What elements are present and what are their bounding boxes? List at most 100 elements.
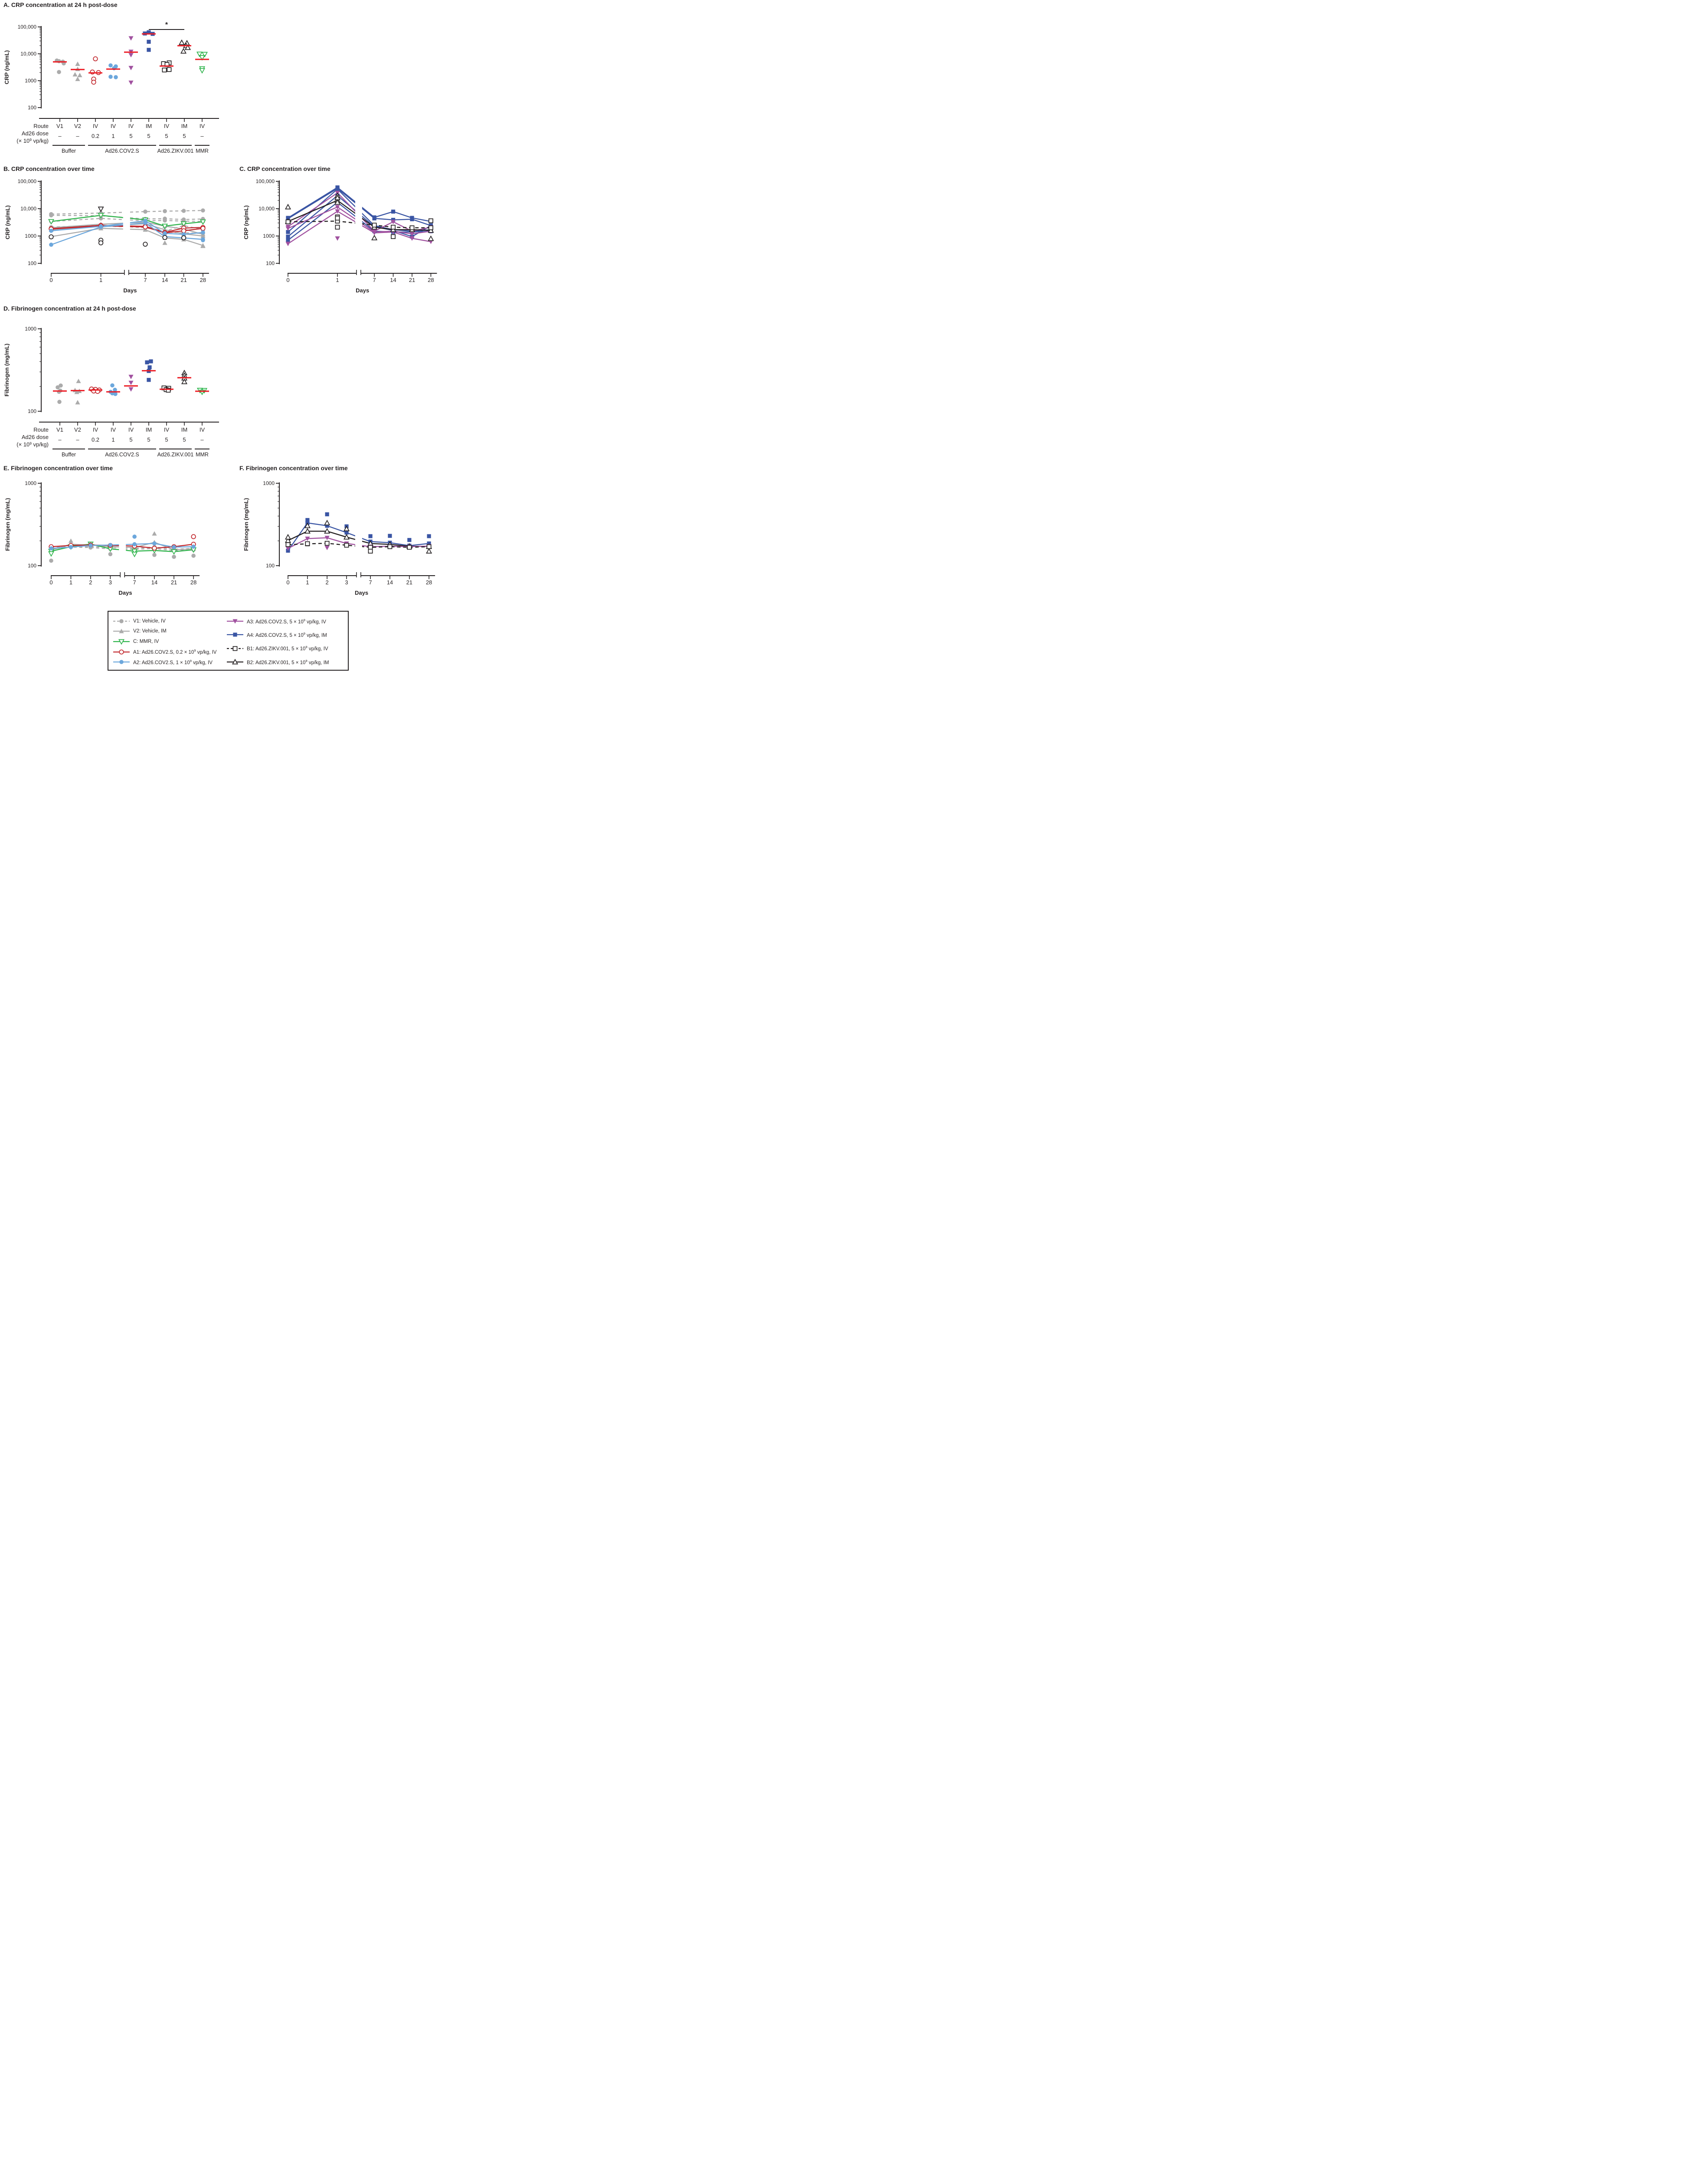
- point-A2-1: [181, 232, 186, 236]
- y-tick-label: 100,000: [18, 24, 37, 30]
- extra-point: [335, 225, 340, 230]
- route-value: IV: [164, 123, 170, 129]
- panel-b-chart: 100,000 10,000 1000 100 CRP (ng/mL) 0 1 7 14 21 28…: [4, 175, 209, 294]
- legend-item-B1: B1: Ad26.ZIKV.001, 5 × 109 vp/kg, IV: [226, 643, 344, 654]
- point-A4-2: [410, 217, 414, 221]
- dose-value: 0.2: [92, 436, 99, 443]
- point-A4: [147, 378, 151, 382]
- point-A3-3: [285, 242, 291, 246]
- point-A3-3: [335, 209, 340, 214]
- panel-f: F. Fibrinogen concentration over time 10…: [236, 463, 455, 609]
- y-axis-title: CRP (ng/mL): [4, 205, 11, 239]
- extra-point: [428, 235, 434, 241]
- point-A2: [108, 63, 113, 68]
- dose-value: –: [76, 133, 79, 139]
- x-tick-label: 7: [373, 277, 376, 283]
- point-V2: [75, 66, 80, 71]
- series-B2-1: [288, 200, 431, 231]
- route-value: IV: [111, 123, 116, 129]
- panel-c: C. CRP concentration over time 100,000 10…: [236, 164, 455, 304]
- route-value: IV: [93, 123, 98, 129]
- series-V1-2: [51, 215, 203, 220]
- point-C-1: [48, 219, 55, 225]
- dose-value: –: [58, 133, 62, 139]
- panel-d-title: D. Fibrinogen concentration at 24 h post…: [3, 305, 136, 312]
- x-tick-label: 0: [49, 579, 52, 586]
- point-V1: [57, 59, 61, 63]
- route-value: IM: [181, 426, 187, 433]
- point-A4: [147, 365, 152, 370]
- extra-point: [152, 531, 157, 536]
- legend-item-V2: V2: Vehicle, IM: [113, 626, 226, 637]
- route-value: IM: [146, 426, 152, 433]
- panel-e: E. Fibrinogen concentration over time 10…: [0, 463, 238, 609]
- point-V2: [72, 72, 78, 77]
- x-tick-label: 21: [409, 277, 415, 283]
- x-tick-label: 14: [162, 277, 168, 283]
- triangle-up-open-legend-icon: [227, 659, 243, 665]
- point-A2: [114, 75, 118, 79]
- point-A1: [93, 56, 98, 62]
- legend: V1: Vehicle, IV V2: Vehicle, IM C: MMR, IV…: [108, 611, 349, 671]
- series-A4-2: [288, 188, 431, 226]
- extra-point: [191, 534, 196, 539]
- point-B1: [167, 67, 172, 72]
- point-A2-1: [163, 231, 167, 236]
- legend-item-label: A4: Ad26.COV2.S, 5 × 109 vp/kg, IM: [247, 631, 327, 638]
- point-A3: [128, 380, 134, 385]
- legend-item-A2: A2: Ad26.COV2.S, 1 × 109 vp/kg, IV: [113, 657, 226, 667]
- legend-item-A4: A4: Ad26.COV2.S, 5 × 109 vp/kg, IM: [226, 629, 344, 640]
- point-A4-3: [286, 230, 290, 234]
- x-tick-label: 7: [144, 277, 147, 283]
- extra-point: [143, 242, 148, 247]
- panel-f-title: F. Fibrinogen concentration over time: [239, 465, 348, 472]
- group-bracket-label: Ad26.ZIKV.001: [157, 148, 194, 154]
- dose-value: 0.2: [92, 133, 99, 139]
- panel-a-chart: 100,000 10,000 1000 100 CRP (ng/mL) V1 – V2 – IV 0…: [3, 21, 219, 154]
- point-C: [199, 55, 206, 61]
- dose-value: 5: [165, 436, 168, 443]
- triangle-down-open-icon: [118, 639, 125, 645]
- point-V1: [59, 383, 63, 388]
- y-axis-title: CRP (ng/mL): [243, 205, 249, 239]
- point-V1-3: [163, 218, 167, 223]
- route-value: V2: [74, 123, 81, 129]
- point-A2-1: [88, 543, 93, 548]
- point-V2: [76, 378, 81, 383]
- route-value: IV: [111, 426, 116, 433]
- extra-point: [324, 546, 330, 550]
- extra-point: [285, 534, 291, 540]
- legend-item-label: B1: Ad26.ZIKV.001, 5 × 109 vp/kg, IV: [247, 645, 328, 652]
- panel-d-chart: 1000 100 Fibrinogen (mg/mL) V1 – V2 – IV 0.2 IV 1 I…: [3, 326, 219, 458]
- point-V2: [75, 76, 80, 81]
- x-tick-label: 7: [369, 579, 372, 586]
- circle-icon: [119, 660, 124, 664]
- extra-point: [371, 235, 378, 240]
- axis-break-mask: [123, 175, 130, 275]
- point-A2-1: [152, 541, 157, 546]
- point-A3-1: [285, 546, 291, 551]
- point-C: [201, 52, 208, 58]
- extra-point: [49, 558, 53, 563]
- point-A2-2: [143, 221, 147, 225]
- legend-item-label: V2: Vehicle, IM: [133, 629, 167, 634]
- point-B1-1: [428, 225, 433, 230]
- y-tick-label: 1000: [25, 480, 36, 486]
- point-A4: [145, 360, 149, 364]
- extra-point: [428, 218, 433, 223]
- square-open-icon: [232, 646, 238, 651]
- point-A4-1: [344, 531, 349, 535]
- legend-item-label: V1: Vehicle, IV: [133, 618, 166, 624]
- point-V1-1: [201, 208, 205, 213]
- point-A1-2: [181, 228, 187, 233]
- point-V1-1: [163, 209, 167, 213]
- square-open-legend-icon: [227, 646, 243, 651]
- x-tick-label: 1: [99, 277, 102, 283]
- route-value: V1: [56, 123, 63, 129]
- series-B1-1: [288, 220, 431, 229]
- x-tick-label: 1: [69, 579, 72, 586]
- point-A4-1: [391, 210, 396, 214]
- dose-value: 1: [111, 436, 115, 443]
- point-B2-1: [343, 534, 350, 540]
- y-tick-label: 10,000: [20, 51, 36, 57]
